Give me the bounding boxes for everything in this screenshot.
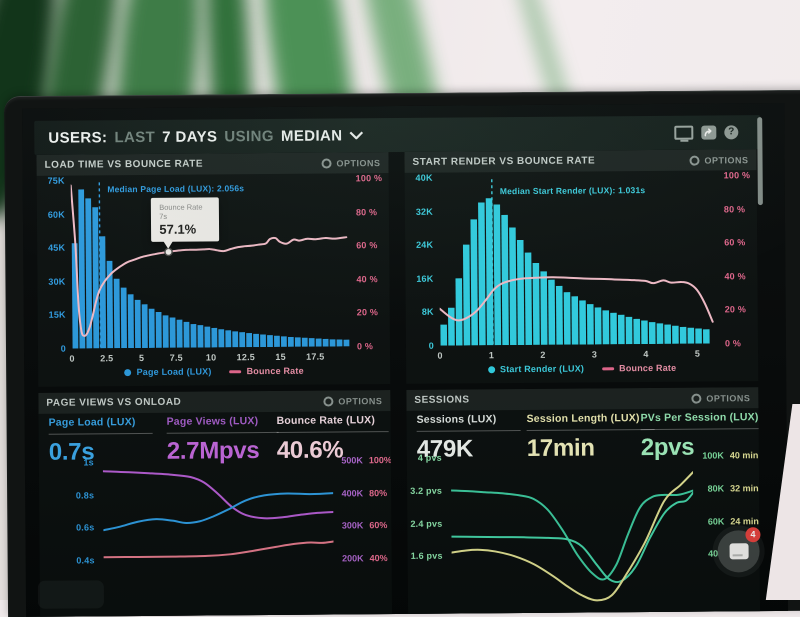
share-icon[interactable] — [701, 125, 717, 140]
toolbar-label-using: USING — [224, 127, 274, 145]
page-views-chart: 1s 0.8s 0.6s 0.4s 500K 100% 400K 80% 300K 60% 200K… — [75, 454, 392, 566]
toolbar-label-median: MEDIAN — [280, 126, 343, 145]
chevron-down-icon — [349, 131, 364, 140]
toolbar-label-users: USERS: — [48, 128, 108, 147]
laptop-bezel: USERS: LAST 7 DAYS USING MEDIAN — [4, 89, 800, 617]
date-range-dropdown[interactable]: USERS: LAST 7 DAYS USING MEDIAN — [48, 118, 364, 154]
start-render-chart: 40K 32K 24K 16K 8K 0 100 % 80 % 60 % 40 % 20 % 0 % 0… — [415, 170, 751, 375]
help-icon[interactable] — [724, 125, 739, 140]
chat-widget-button[interactable]: 4 — [717, 527, 761, 573]
bounce-rate-tooltip: Bounce Rate 7s 57.1% — [151, 197, 220, 242]
toolbar-label-days: 7 DAYS — [162, 127, 218, 146]
toolbar: USERS: LAST 7 DAYS USING MEDIAN — [34, 115, 761, 155]
panel-sessions: SESSIONS OPTIONS Sessions (LUX) 479K Ses… — [406, 387, 761, 617]
panel-load-time: LOAD TIME VS BOUNCE RATE OPTIONS 75K 60K 4… — [36, 152, 391, 387]
photo-scene: USERS: LAST 7 DAYS USING MEDIAN — [0, 0, 800, 600]
toolbar-label-last: LAST — [114, 128, 156, 146]
panel-page-views: PAGE VIEWS VS ONLOAD OPTIONS Page Load (… — [38, 390, 393, 617]
load-time-chart: 75K 60K 45K 30K 15K 0 100 % 80 % 60 % 40 % 20 % 0 %… — [47, 173, 383, 378]
scrollbar-thumb[interactable] — [757, 117, 763, 206]
chat-badge: 4 — [745, 527, 761, 543]
bottom-left-widget — [37, 580, 105, 609]
display-icon[interactable] — [674, 125, 694, 140]
dashboard-screen: USERS: LAST 7 DAYS USING MEDIAN — [22, 102, 789, 617]
sessions-chart: 4 pvs 3.2 pvs 2.4 pvs 1.6 pvs 100K 40 min 80K 3… — [406, 387, 761, 617]
panel-start-render: START RENDER VS BOUNCE RATE OPTIONS 40K 3… — [404, 149, 759, 384]
chat-bubble-icon — [729, 543, 749, 560]
toolbar-icons — [674, 125, 739, 140]
